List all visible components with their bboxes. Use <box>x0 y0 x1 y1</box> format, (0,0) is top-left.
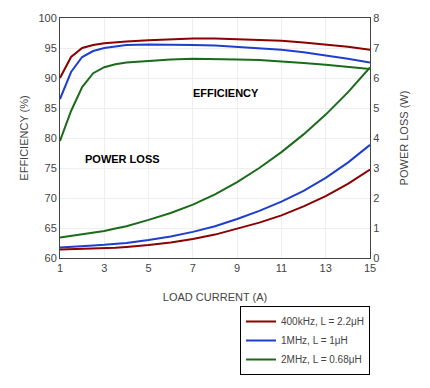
svg-text:75: 75 <box>45 162 57 174</box>
svg-text:1MHz, L = 1μH: 1MHz, L = 1μH <box>281 335 348 346</box>
svg-text:7: 7 <box>373 42 379 54</box>
svg-text:5: 5 <box>146 262 152 274</box>
svg-text:11: 11 <box>276 262 287 274</box>
svg-text:65: 65 <box>45 222 57 234</box>
svg-text:3: 3 <box>101 262 107 274</box>
svg-text:POWER LOSS: POWER LOSS <box>85 153 160 165</box>
svg-text:400kHz, L = 2.2μH: 400kHz, L = 2.2μH <box>281 316 364 327</box>
svg-text:6: 6 <box>373 72 379 84</box>
svg-text:POWER LOSS (W): POWER LOSS (W) <box>398 91 410 186</box>
svg-text:85: 85 <box>45 102 57 114</box>
svg-text:2MHz, L = 0.68μH: 2MHz, L = 0.68μH <box>281 354 362 365</box>
svg-text:70: 70 <box>45 192 57 204</box>
svg-text:0: 0 <box>373 252 379 264</box>
svg-text:15: 15 <box>364 262 376 274</box>
svg-text:2: 2 <box>373 192 379 204</box>
svg-text:95: 95 <box>45 42 57 54</box>
svg-text:1: 1 <box>373 222 379 234</box>
svg-text:LOAD CURRENT (A): LOAD CURRENT (A) <box>163 291 267 303</box>
svg-text:90: 90 <box>45 72 57 84</box>
svg-text:7: 7 <box>190 262 196 274</box>
svg-text:1: 1 <box>57 262 63 274</box>
svg-text:80: 80 <box>45 132 57 144</box>
svg-text:4: 4 <box>373 132 379 144</box>
svg-text:60: 60 <box>45 252 57 264</box>
svg-text:9: 9 <box>234 262 240 274</box>
svg-text:EFFICIENCY (%): EFFICIENCY (%) <box>18 95 30 180</box>
svg-text:13: 13 <box>320 262 332 274</box>
svg-text:5: 5 <box>373 102 379 114</box>
svg-text:8: 8 <box>373 12 379 24</box>
svg-text:EFFICIENCY: EFFICIENCY <box>193 87 259 99</box>
svg-text:3: 3 <box>373 162 379 174</box>
svg-text:100: 100 <box>38 12 56 24</box>
